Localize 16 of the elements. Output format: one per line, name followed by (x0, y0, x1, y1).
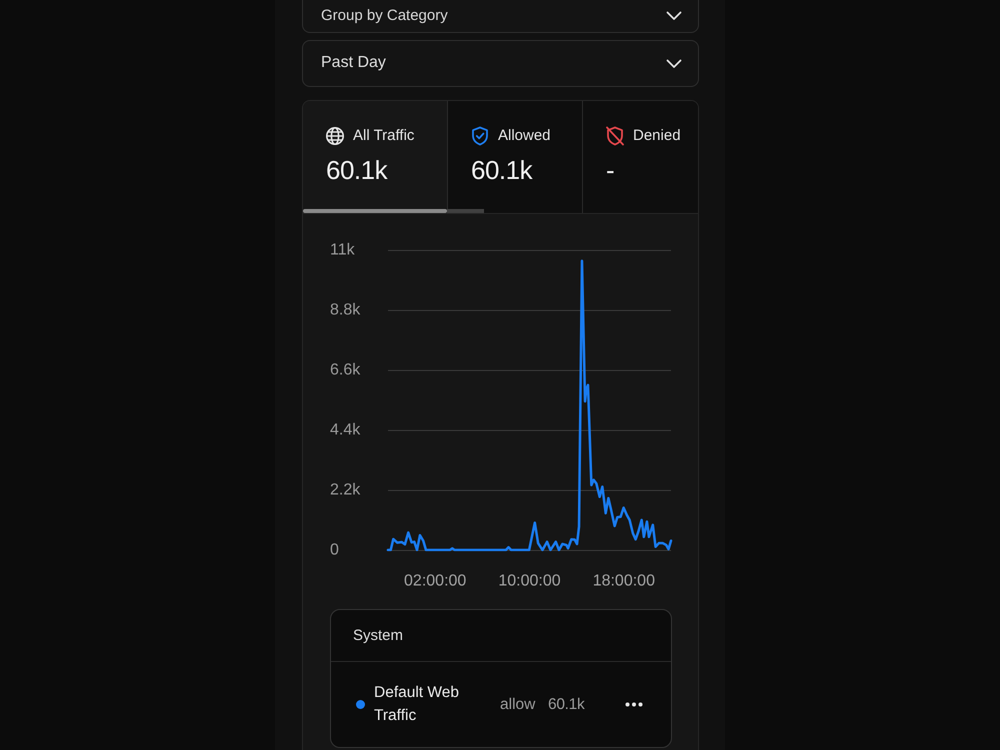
tab: Denied - (583, 101, 698, 213)
y-tick-label: 6.6k (330, 362, 362, 378)
y-tick-label: 4.4k (330, 422, 362, 438)
y-tick-label: 2.2k (330, 482, 362, 498)
x-tick-label: 18:00:00 (592, 572, 656, 590)
x-tick-label: 10:00:00 (498, 572, 561, 590)
time-range-select: Past Day (302, 40, 699, 87)
legend-table: System Default Web Traffic allow 60.1k (330, 609, 672, 748)
y-tick-label: 8.8k (330, 302, 362, 318)
x-tick-label: 02:00:00 (404, 572, 466, 590)
line-series (386, 260, 672, 552)
y-tick-label: 0 (330, 542, 339, 558)
y-tick-label: 11k (330, 242, 356, 258)
grouping-select: Group by Category (302, 0, 699, 33)
tab: Allowed 60.1k (448, 101, 583, 213)
legend-label: Default Web Traffic (374, 683, 460, 726)
